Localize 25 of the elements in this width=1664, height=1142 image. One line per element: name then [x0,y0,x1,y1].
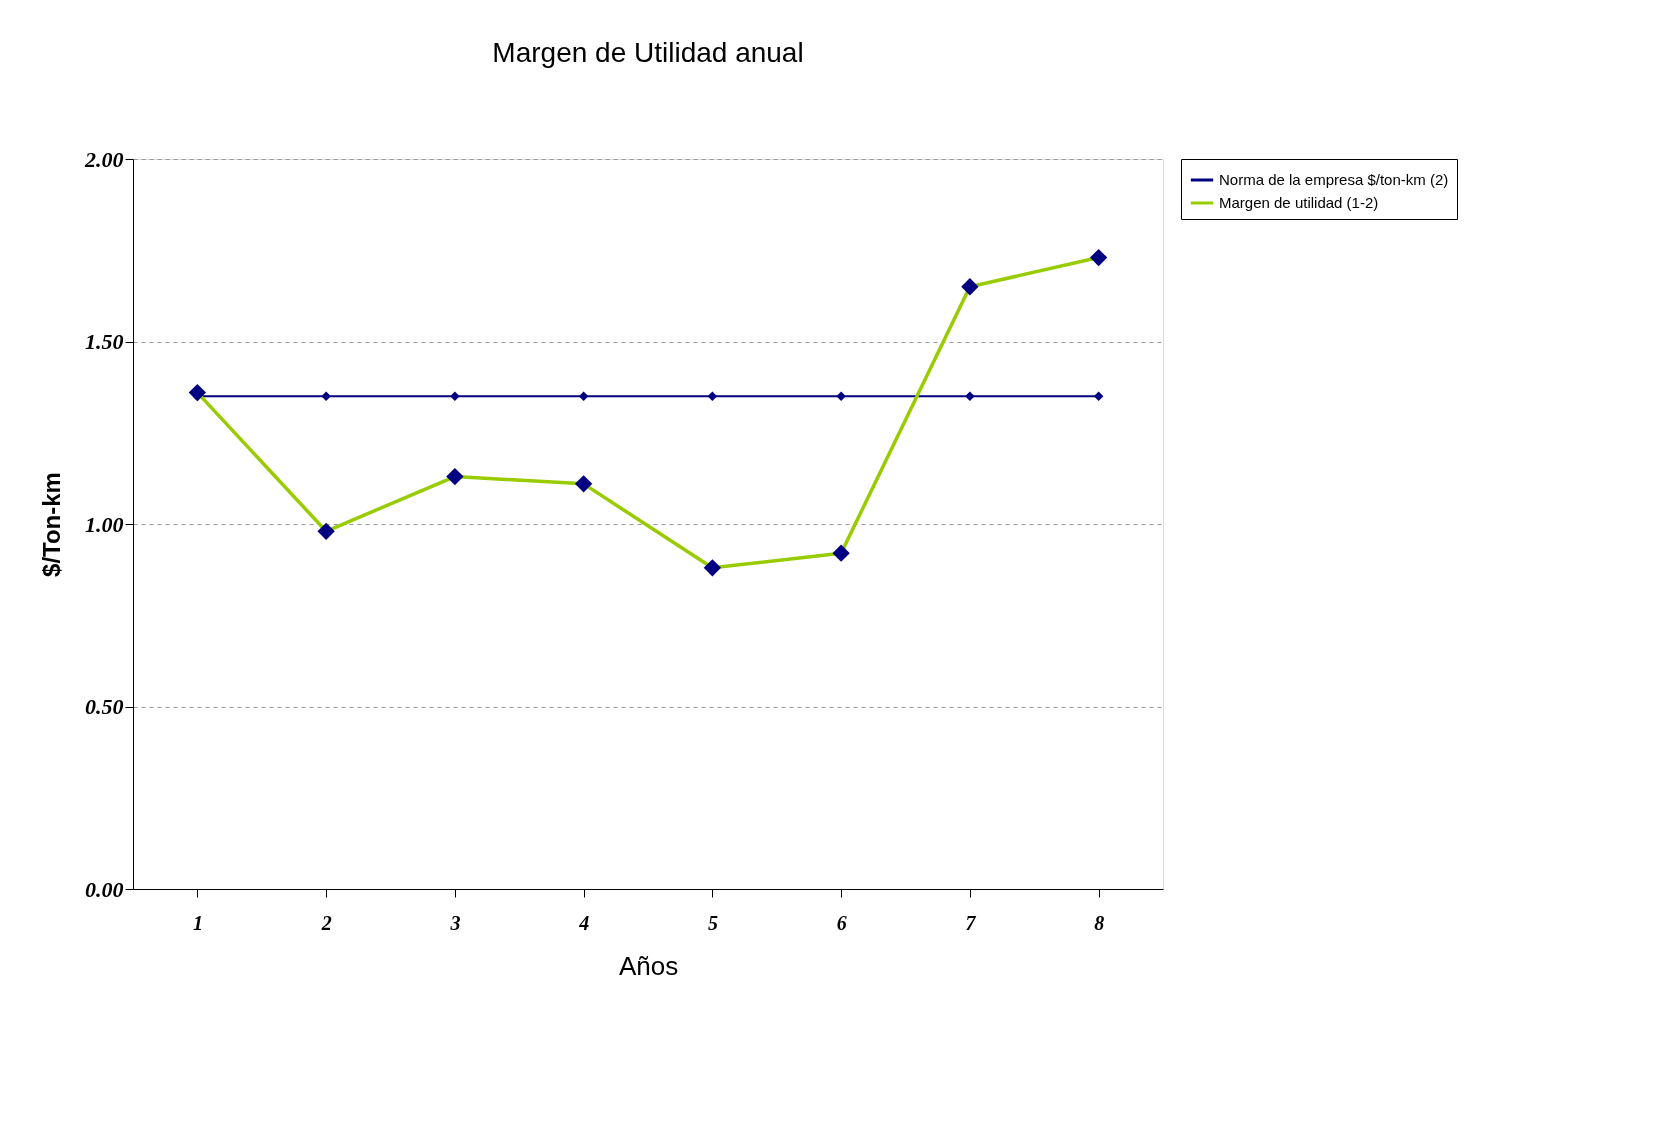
y-axis-title: $/Ton-km [38,472,65,577]
legend-label: Norma de la empresa $/ton-km (2) [1219,171,1449,188]
x-tick-label: 6 [836,911,847,934]
legend-label: Margen de utilidad (1-2) [1219,194,1379,211]
x-tick-label: 8 [1094,911,1105,934]
x-tick-label: 4 [578,911,590,934]
point [450,391,460,401]
point [578,391,589,401]
x-tick-label: 3 [449,911,461,934]
point [965,391,975,401]
x-tick-label: 1 [192,911,203,934]
chart-title: Margen de Utilidad anual [492,37,804,68]
x-tick-label: 2 [320,911,332,934]
point [836,391,846,401]
x-axis-title: Años [618,950,679,981]
y-tick-label: 1.50 [85,329,124,354]
point [321,391,331,401]
x-tick-label: 5 [707,911,718,934]
x-tick-label: 7 [965,911,977,934]
y-tick-label: 1.00 [85,511,124,537]
y-tick-label: 2.00 [84,146,124,172]
y-tick-label: 0.00 [85,876,124,902]
y-tick-label: 0.50 [85,694,124,719]
point [1093,391,1104,401]
point [707,391,718,401]
